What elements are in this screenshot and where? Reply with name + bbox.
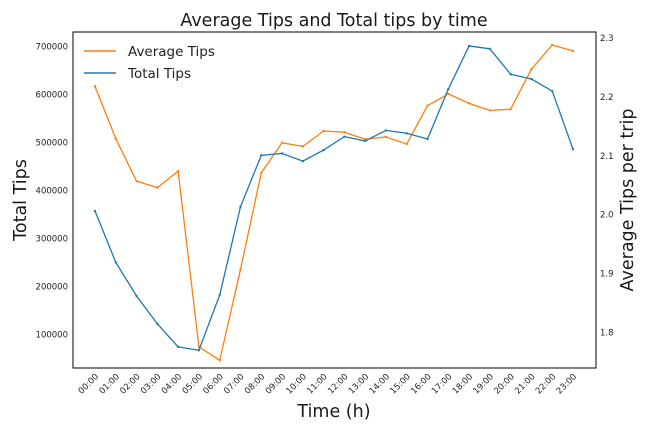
x-tick-label: 06:00	[201, 372, 225, 396]
left-tick-label: 500000	[36, 138, 68, 148]
x-tick-label: 11:00	[305, 372, 329, 396]
right-tick-label: 2.2	[600, 93, 614, 103]
series-1-point	[343, 135, 346, 138]
x-tick-label: 05:00	[181, 372, 205, 396]
x-tick-label: 02:00	[118, 372, 142, 396]
series-1-point	[384, 129, 388, 132]
right-tick-label: 2.3	[600, 34, 614, 44]
x-tick-label: 00:00	[77, 372, 101, 396]
series-1-point	[447, 87, 450, 91]
series-1-point	[426, 137, 429, 141]
left-axis-label: Total Tips	[11, 159, 31, 242]
series-0-point	[426, 104, 429, 107]
left-tick-label: 600000	[36, 90, 68, 100]
series-0-point	[363, 138, 367, 141]
x-tick-label: 19:00	[472, 372, 496, 396]
series-1-point	[322, 148, 325, 152]
series-0-point	[509, 108, 512, 111]
series-1-point	[363, 139, 367, 143]
left-tick-label: 300000	[36, 234, 68, 244]
x-tick-label: 21:00	[513, 372, 537, 396]
series-0-point	[343, 131, 346, 134]
x-axis-ticks: 00:0001:0002:0003:0004:0005:0006:0007:00…	[77, 372, 579, 396]
series-0-point	[93, 85, 97, 88]
chart-title: Average Tips and Total tips by time	[180, 11, 487, 31]
x-tick-label: 07:00	[222, 372, 246, 396]
series-1-point	[156, 322, 159, 326]
series-1-point	[405, 132, 408, 135]
legend: Average Tips Total Tips	[84, 44, 215, 82]
series-1-point	[176, 345, 180, 349]
series-1-point	[114, 261, 117, 264]
x-tick-label: 22:00	[534, 372, 558, 396]
left-tick-label: 200000	[36, 282, 68, 292]
legend-label: Average Tips	[128, 44, 215, 60]
x-tick-label: 01:00	[98, 372, 122, 396]
x-tick-label: 14:00	[368, 372, 392, 396]
series-1-point	[260, 154, 263, 157]
legend-label: Total Tips	[127, 66, 191, 82]
series-0-point	[280, 141, 284, 145]
series-0-point	[530, 67, 533, 71]
series-0-point	[135, 179, 138, 183]
x-tick-label: 20:00	[492, 372, 516, 396]
series-0-point	[114, 137, 117, 140]
x-tick-label: 04:00	[160, 372, 184, 396]
series-0-point	[156, 186, 159, 189]
series-0-point	[551, 43, 554, 47]
x-tick-label: 09:00	[264, 372, 288, 396]
series-0-point	[301, 145, 305, 148]
x-axis-label: Time (h)	[296, 402, 370, 422]
series-line-0	[94, 44, 574, 361]
left-tick-label: 400000	[36, 186, 68, 196]
x-tick-label: 17:00	[430, 372, 454, 396]
series-0-point	[176, 169, 180, 173]
series-0-point	[239, 268, 242, 271]
series-1-point	[467, 44, 471, 48]
series-0-point	[447, 92, 450, 96]
series-1-point	[280, 152, 284, 155]
series-1-point	[218, 293, 221, 297]
x-tick-label: 16:00	[409, 372, 433, 396]
x-tick-label: 12:00	[326, 372, 350, 396]
series-1-point	[488, 47, 492, 50]
x-tick-label: 08:00	[243, 372, 267, 396]
left-tick-label: 100000	[36, 330, 68, 340]
series-1-point	[509, 73, 512, 76]
series-1-point	[571, 147, 575, 151]
right-tick-label: 1.9	[600, 270, 614, 280]
right-axis-ticks: 1.8 1.9 2.0 2.1 2.2 2.3	[600, 34, 614, 339]
series-0-point	[218, 359, 221, 362]
right-tick-label: 2.0	[600, 211, 614, 221]
x-tick-label: 03:00	[139, 372, 163, 396]
series-1-point	[197, 349, 201, 352]
series-1-point	[93, 209, 97, 213]
series-0-point	[384, 135, 388, 139]
series-1-point	[530, 77, 533, 81]
series-0-point	[260, 171, 263, 175]
right-tick-label: 1.8	[600, 329, 614, 339]
right-tick-label: 2.1	[600, 152, 614, 162]
x-tick-label: 15:00	[388, 372, 412, 396]
series-layer	[93, 43, 575, 362]
series-1-point	[551, 89, 554, 93]
series-1-point	[301, 159, 305, 163]
left-tick-label: 700000	[36, 42, 68, 52]
x-tick-label: 10:00	[285, 372, 309, 396]
x-tick-label: 23:00	[555, 372, 579, 396]
right-axis-label: Average Tips per trip	[618, 109, 638, 292]
series-0-point	[405, 142, 408, 146]
plot-frame	[72, 31, 597, 369]
series-0-point	[488, 109, 492, 112]
x-tick-label: 18:00	[451, 372, 475, 396]
series-1-point	[239, 205, 242, 208]
series-0-point	[467, 102, 471, 105]
series-1-point	[135, 294, 138, 298]
left-axis-ticks: 100000 200000 300000 400000 500000 600000 7000…	[36, 42, 68, 340]
series-0-point	[322, 129, 325, 133]
x-tick-label: 13:00	[347, 372, 371, 396]
series-0-point	[571, 49, 575, 53]
series-line-1	[94, 45, 574, 351]
